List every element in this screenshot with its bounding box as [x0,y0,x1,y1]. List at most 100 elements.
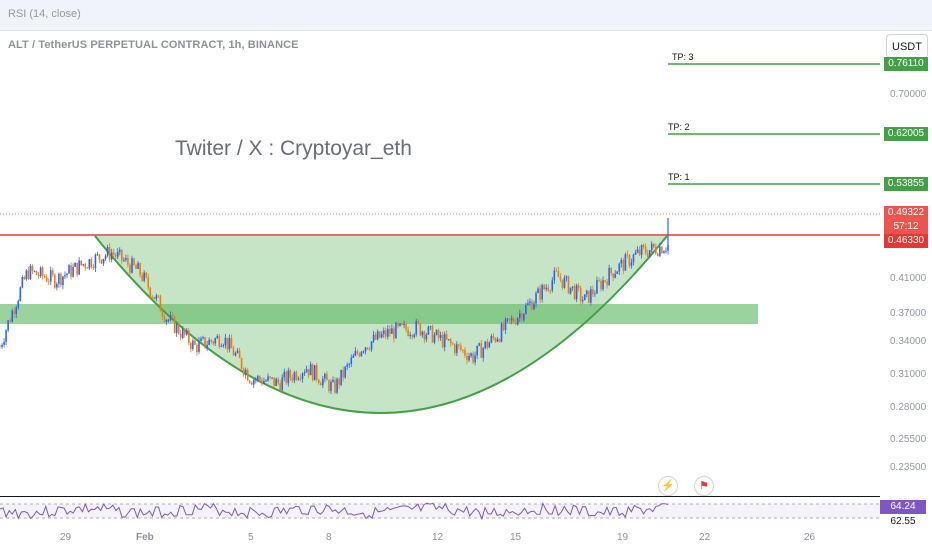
candle-body [200,338,202,341]
candle-body [413,334,416,337]
candle-body [360,351,363,357]
candle-body [11,310,13,322]
candle-body [382,330,385,334]
candle-body [514,322,517,325]
candle-body [555,270,558,272]
candle-body [74,262,76,267]
date-axis-label: 22 [699,532,711,543]
candle-body [259,376,261,381]
candle-body [206,344,208,348]
candle-body [224,337,227,345]
candle-body [516,318,519,325]
candle-body [579,288,582,302]
candle-body [344,366,346,378]
candle-body [289,370,292,378]
currency-button[interactable]: USDT [886,34,928,58]
candle-body [3,341,5,345]
candle-body [90,259,93,268]
candle-body [535,293,537,304]
candle-body [488,342,491,348]
candle-body [476,345,478,356]
candle-body [82,264,85,266]
candle-body [626,254,629,256]
candle-body [384,330,387,337]
candle-body [257,376,259,380]
candle-body [121,249,123,261]
candle-body [433,334,436,343]
candle-body [466,355,468,361]
candle-body [462,349,464,351]
candle-body [96,254,99,256]
tp1-price-tag: 0.53855 [884,177,928,191]
candle-body [596,280,598,294]
candle-body [403,323,405,325]
candle-body [242,368,245,375]
candle-body [659,246,661,256]
candle-body [443,334,446,348]
candle-body [456,344,458,353]
candle-body [70,265,72,277]
tp2-label: TP: 2 [668,122,690,132]
candle-body [143,272,145,281]
candle-body [543,285,545,290]
rsi-line [0,501,669,521]
candle-body [541,285,543,300]
candle-body [311,364,314,381]
candle-body [368,349,371,351]
countdown-tag: 57:12 [893,221,919,232]
lightning-icon[interactable]: ⚡ [658,476,678,496]
candle-body [490,335,493,343]
candle-body [320,383,322,386]
candle-body [228,338,231,350]
candle-body [330,381,332,391]
candle-body [129,264,131,273]
candle-body [332,379,334,382]
candle-body [169,315,172,320]
candle-body [612,273,614,278]
candle-body [114,254,117,257]
candle-body [417,320,420,324]
candle-body [279,383,281,391]
candle-body [100,259,103,264]
candle-body [354,351,357,356]
candle-body [600,281,602,290]
date-axis-label: 12 [432,532,444,543]
indicator-bar: RSI (14, close) [0,0,932,31]
candle-body [149,287,152,297]
candle-body [551,280,554,291]
candle-body [567,276,570,294]
candle-body [569,287,572,294]
candle-body [25,270,28,280]
candle-body [293,372,296,381]
candle-body [307,369,310,376]
candle-body [287,370,290,384]
candle-body [655,247,657,254]
candle-body [218,336,221,347]
candle-body [590,289,592,303]
candle-body [642,245,645,247]
us-flag-icon[interactable]: ⚑ [694,476,714,496]
candle-body [238,350,241,359]
candle-body [141,274,143,281]
tp3-label: TP: 3 [672,52,694,62]
candle-body [338,378,340,385]
rsi-indicator-label[interactable]: RSI (14, close) [8,8,81,20]
price-axis-label: 0.41000 [890,273,927,284]
cup-fill [95,236,667,413]
rsi-band [0,504,880,518]
candle-body [80,260,83,266]
candle-body [17,300,20,308]
candle-body [449,339,452,344]
candle-body [429,326,432,327]
candle-body [267,376,269,381]
candle-body [650,243,653,251]
candle-body [624,254,627,271]
candle-body [460,345,462,350]
candle-body [265,380,267,382]
candle-body [474,355,476,363]
candle-body [380,333,383,338]
candle-body [395,322,397,339]
price-chart[interactable] [0,30,932,550]
candle-body [502,323,505,330]
candle-body [439,334,442,339]
